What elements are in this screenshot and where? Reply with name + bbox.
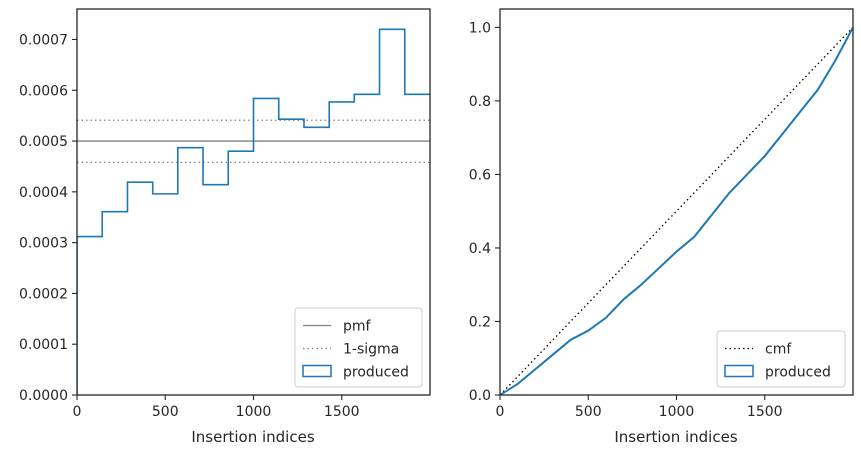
left-y-tick-label: 0.0000 <box>19 388 68 404</box>
left-x-tick-label: 500 <box>152 404 179 420</box>
right-marks <box>500 26 853 395</box>
right-y-tick-label: 0.8 <box>469 94 491 110</box>
legend-produced-swatch <box>302 364 332 378</box>
right-x-tick-label: 1500 <box>747 404 783 420</box>
left-x-axis-label: Insertion indices <box>191 428 314 446</box>
produced-histogram-step <box>77 28 430 395</box>
right-y-tick-label: 0.6 <box>469 167 491 183</box>
left-x-tick-label: 1000 <box>236 404 272 420</box>
legend-cmf-label: cmf <box>765 342 792 358</box>
right-legend-box <box>716 330 846 388</box>
left-y-tick-label: 0.0003 <box>19 236 68 252</box>
legend-produced-label: produced <box>343 365 409 381</box>
right-x-ticks: 0 500 1000 1500 <box>496 395 783 420</box>
right-legend: cmf produced <box>716 330 846 388</box>
produced-cumulative-line <box>500 26 853 395</box>
right-x-tick-label: 500 <box>575 404 602 420</box>
left-y-tick-label: 0.0001 <box>19 337 68 353</box>
legend-pmf-label: pmf <box>343 319 372 335</box>
right-y-tick-label: 0.2 <box>469 314 491 330</box>
legend-produced-swatch <box>724 364 754 378</box>
right-y-tick-label: 0.4 <box>469 241 491 257</box>
legend-produced-label: produced <box>765 365 831 381</box>
left-y-tick-label: 0.0004 <box>19 185 68 201</box>
right-y-tick-label: 1.0 <box>469 20 491 36</box>
left-axes-frame <box>76 8 431 396</box>
right-x-axis-label: Insertion indices <box>614 428 737 446</box>
legend-1-sigma-label: 1-sigma <box>343 342 399 358</box>
right-y-ticks: 0.0 0.2 0.4 0.6 0.8 1.0 <box>469 20 500 404</box>
left-marks <box>77 28 430 395</box>
cmf-cumulative-chart: 0 500 1000 1500 0.0 0.2 0.4 0.6 0.8 1.0 Insertio… <box>469 8 854 446</box>
left-legend: pmf 1-sigma produced <box>294 307 423 388</box>
right-x-tick-label: 1000 <box>659 404 695 420</box>
left-legend-box <box>294 307 423 388</box>
left-y-tick-label: 0.0002 <box>19 286 68 302</box>
pmf-histogram-chart: 0 500 1000 1500 0.00000.00010.00020.00030.0… <box>19 8 431 446</box>
left-x-tick-label: 0 <box>73 404 82 420</box>
left-x-ticks: 0 500 1000 1500 <box>73 395 360 420</box>
left-x-tick-label: 1500 <box>324 404 360 420</box>
left-y-tick-label: 0.0006 <box>19 83 68 99</box>
right-y-tick-label: 0.0 <box>469 388 491 404</box>
right-axes-frame <box>499 8 854 396</box>
left-y-ticks: 0.0000 0.0001 0.0002 0.0003 0.0004 0.0005 0.00… <box>19 32 77 404</box>
right-x-tick-label: 0 <box>496 404 505 420</box>
left-y-tick-label: 0.0007 <box>19 32 68 48</box>
left-y-tick-label: 0.0005 <box>19 134 68 150</box>
